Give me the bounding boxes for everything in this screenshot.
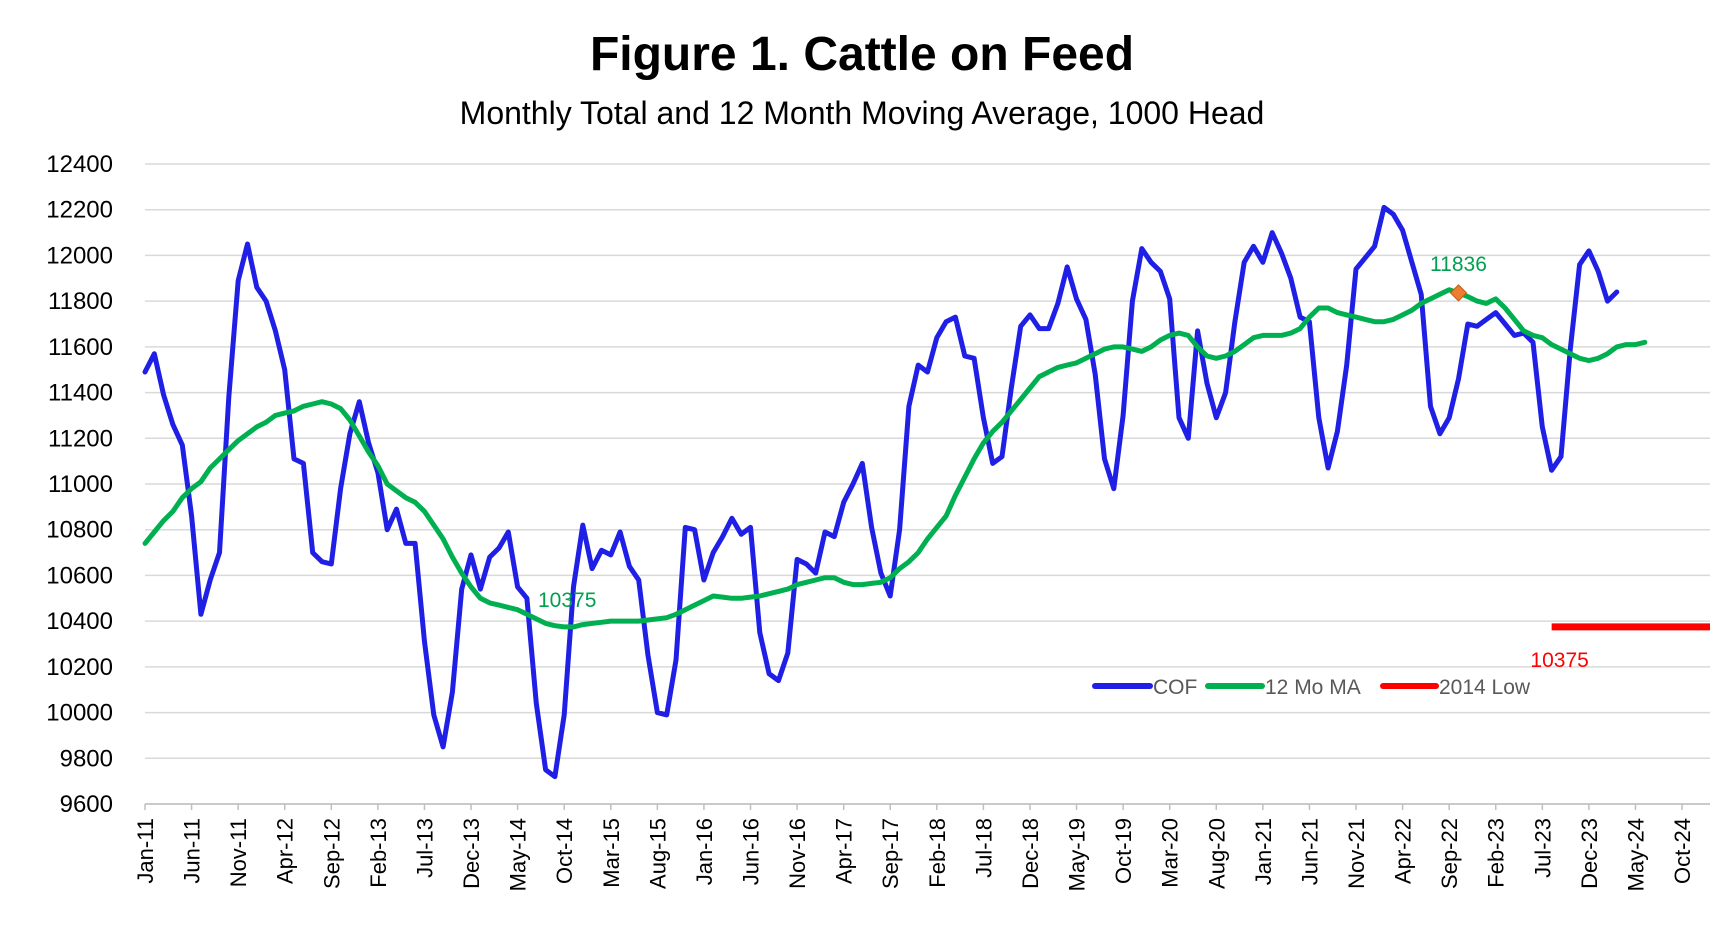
- y-tick-label: 11200: [48, 425, 113, 452]
- x-tick-label: Nov-16: [785, 818, 810, 889]
- y-tick-label: 10600: [46, 562, 113, 589]
- y-tick-label: 10000: [46, 700, 113, 727]
- y-axis: 12400 12200 12000 11800 11600 11400 11200 11000…: [46, 151, 113, 818]
- x-tick-label: Nov-21: [1344, 818, 1369, 889]
- x-tick-label: Aug-15: [645, 818, 670, 889]
- y-tick-label: 12000: [46, 242, 113, 269]
- y-tick-label: 10200: [46, 654, 113, 681]
- x-tick-label: Jul-18: [971, 818, 996, 878]
- x-tick-label: May-24: [1623, 818, 1648, 891]
- y-tick-label: 10800: [46, 517, 113, 544]
- x-tick-label: Jan-21: [1251, 818, 1276, 885]
- y-tick-label: 9800: [60, 745, 113, 772]
- x-tick-label: Oct-19: [1111, 818, 1136, 884]
- x-tick-label: Sep-17: [878, 818, 903, 889]
- x-tick-label: Jun-16: [739, 818, 764, 885]
- gridlines: [145, 163, 1710, 805]
- y-tick-label: 12200: [46, 197, 113, 224]
- x-tick-label: Feb-23: [1484, 818, 1509, 888]
- series-line-cof: [142, 204, 1620, 780]
- x-tick-label: Jan-16: [692, 818, 717, 885]
- x-tick-label: Jan-11: [133, 818, 158, 884]
- legend: COF 12 Mo MA 2014 Low: [1092, 676, 1531, 699]
- x-tick-label: Jul-13: [412, 818, 437, 878]
- series-layer: [142, 204, 1710, 780]
- x-tick-label: Apr-12: [273, 818, 298, 884]
- x-tick-label: Jul-23: [1530, 818, 1555, 878]
- x-tick-label: Apr-17: [832, 818, 857, 884]
- chart-title: Figure 1. Cattle on Feed: [590, 28, 1134, 81]
- peak-label: 11836: [1430, 253, 1487, 276]
- x-tick-label: Jun-21: [1297, 818, 1322, 885]
- x-tick-label: May-14: [506, 818, 531, 891]
- ma-low-label: 10375: [538, 589, 596, 612]
- legend-label: COF: [1153, 676, 1197, 699]
- y-tick-label: 12400: [46, 151, 113, 178]
- x-tick-label: Dec-18: [1018, 818, 1043, 889]
- peak-marker: [1449, 284, 1468, 302]
- series-line-12-mo-ma: [142, 287, 1648, 630]
- y-tick-label: 11600: [48, 334, 113, 361]
- legend-label: 12 Mo MA: [1265, 676, 1361, 699]
- x-tick-label: Mar-20: [1158, 818, 1183, 888]
- x-tick-label: Aug-20: [1204, 818, 1229, 889]
- y-tick-label: 11000: [48, 471, 113, 498]
- x-axis: Jan-11 Jun-11 Nov-11 Apr-12 Sep-12 Feb-13 Jul-…: [133, 803, 1710, 891]
- low-line-label: 10375: [1530, 649, 1588, 672]
- x-tick-label: Feb-18: [925, 818, 950, 888]
- chart-subtitle: Monthly Total and 12 Month Moving Averag…: [460, 95, 1265, 131]
- x-tick-label: Mar-15: [599, 818, 624, 888]
- x-tick-label: Oct-14: [552, 818, 577, 884]
- x-tick-label: Dec-13: [459, 818, 484, 889]
- y-tick-label: 10400: [46, 608, 113, 635]
- y-tick-label: 9600: [60, 791, 113, 818]
- x-tick-label: Dec-23: [1577, 818, 1602, 889]
- y-tick-label: 11800: [48, 288, 113, 315]
- x-tick-label: Sep-12: [319, 818, 344, 889]
- x-tick-label: Jun-11: [180, 818, 205, 884]
- x-tick-label: Feb-13: [366, 818, 391, 888]
- x-tick-label: Sep-22: [1437, 818, 1462, 889]
- y-tick-label: 11400: [48, 380, 113, 407]
- annotations: 11836 10375 10375: [538, 253, 1589, 672]
- legend-label: 2014 Low: [1439, 676, 1531, 699]
- x-tick-label: Nov-11: [226, 818, 251, 887]
- x-tick-label: Apr-22: [1391, 818, 1416, 884]
- x-tick-label: May-19: [1065, 818, 1090, 891]
- x-tick-label: Oct-24: [1670, 818, 1695, 884]
